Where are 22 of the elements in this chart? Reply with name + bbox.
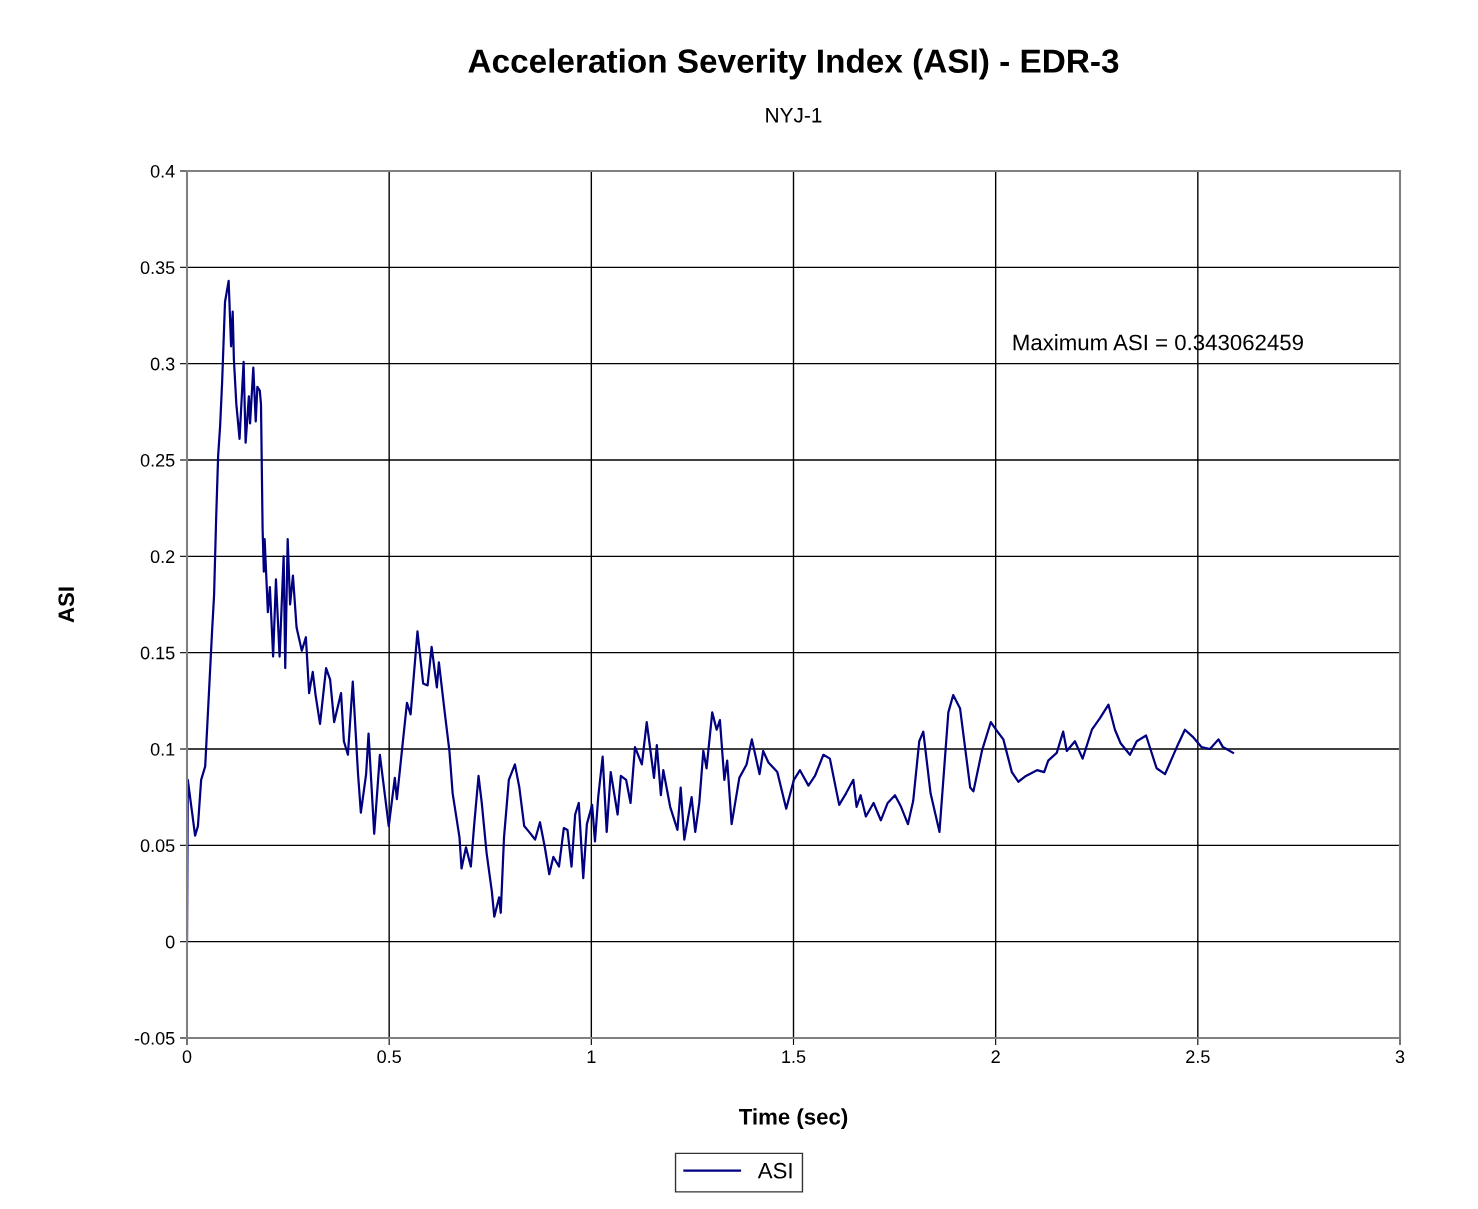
- y-tick-label: 0: [165, 935, 175, 949]
- x-tick-label: 0.5: [377, 1050, 401, 1064]
- x-tick-label: 0: [182, 1050, 192, 1064]
- y-axis-title: ASI: [58, 587, 75, 623]
- legend-label: ASI: [757, 1162, 792, 1179]
- chart-title: Acceleration Severity Index (ASI) - EDR-3: [468, 48, 1119, 80]
- x-tick-label: 3: [1395, 1050, 1405, 1064]
- chart-subtitle: NYJ-1: [766, 108, 822, 123]
- x-tick-label: 1: [587, 1050, 596, 1063]
- y-tick-label: 0.2: [150, 550, 175, 564]
- y-tick-label: 0.35: [140, 261, 175, 275]
- x-tick-label: 1.5: [782, 1050, 806, 1064]
- y-tick-label: 0.25: [140, 453, 175, 467]
- x-tick-label: 2.5: [1186, 1050, 1210, 1064]
- x-tick-label: 2: [991, 1050, 1000, 1063]
- x-axis-title: Time (sec): [738, 1108, 848, 1130]
- y-tick-label: -0.05: [134, 1031, 175, 1045]
- y-tick-label: 0.1: [150, 742, 175, 756]
- y-tick-label: 0.05: [140, 839, 175, 853]
- y-tick-label: 0.4: [150, 164, 175, 178]
- y-tick-label: 0.3: [150, 357, 175, 371]
- y-tick-label: 0.15: [140, 646, 175, 660]
